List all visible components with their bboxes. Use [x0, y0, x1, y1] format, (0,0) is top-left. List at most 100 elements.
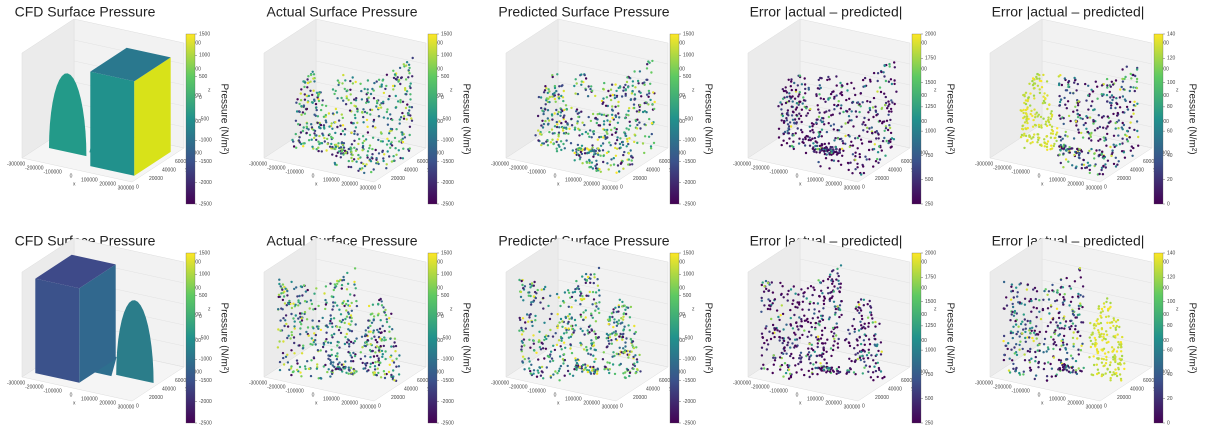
scatter-point — [582, 311, 584, 313]
scatter-point — [1108, 122, 1110, 124]
scatter-point — [587, 329, 589, 331]
scatter-point — [1029, 369, 1031, 371]
scatter-point — [535, 352, 537, 354]
scatter-point — [1097, 140, 1099, 142]
scatter-point — [880, 71, 882, 73]
colorbar-tick-label: -2000 — [683, 399, 696, 405]
scatter-point — [1106, 297, 1108, 299]
scatter-point — [817, 342, 819, 344]
scatter-point — [851, 110, 853, 112]
scatter-point — [389, 113, 391, 115]
scatter-point — [1070, 320, 1072, 322]
scatter-point — [1114, 107, 1116, 109]
scatter-point — [831, 159, 833, 161]
scatter-point — [562, 143, 564, 145]
scatter-point — [1072, 322, 1074, 324]
x-tick-label: 300000 — [118, 185, 135, 191]
scatter-point — [787, 290, 789, 292]
scatter-point — [1122, 111, 1124, 113]
scatter-point — [1018, 372, 1020, 374]
scatter-point — [577, 113, 579, 115]
scatter-point — [761, 300, 763, 302]
scatter-point — [313, 73, 315, 75]
scatter-point — [1051, 129, 1053, 131]
scatter-point — [1098, 173, 1100, 175]
scatter-point — [791, 303, 793, 305]
scatter-point — [555, 332, 557, 334]
x-tick-label: 0 — [796, 392, 799, 398]
scatter-point — [602, 161, 604, 163]
scatter-point — [860, 351, 862, 353]
scatter-point — [285, 314, 287, 316]
scatter-point — [1016, 295, 1018, 297]
scatter-point — [858, 103, 860, 105]
scatter-point — [353, 122, 355, 124]
scatter-point — [788, 132, 790, 134]
scatter-point — [335, 155, 337, 157]
scatter-point — [311, 337, 313, 339]
scatter-point — [789, 346, 791, 348]
x-tick-label: -200000 — [25, 165, 44, 171]
scatter-point — [350, 320, 352, 322]
scatter-point — [1099, 138, 1101, 140]
scatter-point — [1112, 113, 1114, 115]
scatter-point — [595, 305, 597, 307]
scatter-point — [405, 93, 407, 95]
scatter-point — [530, 364, 532, 366]
scatter-point — [292, 303, 294, 305]
scatter-point — [567, 370, 569, 372]
scatter-point — [354, 130, 356, 132]
scatter-point — [380, 106, 382, 108]
scatter-point — [829, 97, 831, 99]
scatter-point — [581, 162, 583, 164]
scatter-point — [569, 343, 571, 345]
colorbar-tick-label: 500 — [925, 396, 934, 402]
scatter-point — [1024, 331, 1026, 333]
scatter-point — [343, 142, 345, 144]
scatter-point — [342, 319, 344, 321]
scatter-point — [1103, 333, 1105, 335]
colorbar-tick-label: -500 — [683, 335, 693, 341]
scatter-point — [650, 147, 652, 149]
scatter-point — [365, 329, 367, 331]
scatter-point — [364, 333, 366, 335]
scatter-point — [851, 325, 853, 327]
scatter-point — [1089, 169, 1091, 171]
scatter-point — [862, 121, 864, 123]
scatter-point — [804, 83, 806, 85]
scatter-point — [1071, 367, 1073, 369]
y-tick-label: 0 — [1104, 184, 1107, 190]
scatter-point — [356, 122, 358, 124]
scatter-point — [1075, 369, 1077, 371]
scatter-point — [290, 374, 292, 376]
colorbar-tick-label: 0 — [1167, 420, 1170, 426]
scatter-point — [392, 88, 394, 90]
scatter-point — [856, 339, 858, 341]
z-axis-label: z — [208, 88, 211, 94]
scatter-point — [613, 331, 615, 333]
scatter-point — [570, 107, 572, 109]
scatter-point — [372, 304, 374, 306]
scatter-point — [629, 329, 631, 331]
scatter-point — [340, 146, 342, 148]
scatter-point — [875, 160, 877, 162]
scatter-point — [605, 105, 607, 107]
scatter-point — [350, 360, 352, 362]
scatter-point — [761, 284, 763, 286]
scatter-point — [316, 368, 318, 370]
scatter-point — [353, 140, 355, 142]
scatter-point — [870, 306, 872, 308]
scatter-point — [609, 362, 611, 364]
scatter-point — [780, 314, 782, 316]
scatter-point — [819, 165, 821, 167]
y-tick-label: 40000 — [646, 386, 660, 392]
colorbar-tick-label: 1250 — [925, 323, 936, 329]
scatter-point — [651, 103, 653, 105]
colorbar-tick-label: 1000 — [441, 53, 452, 59]
scatter-point — [819, 362, 821, 364]
scatter-point — [520, 296, 522, 298]
scatter-point — [822, 307, 824, 309]
scatter-point — [1122, 95, 1124, 97]
scatter-point — [586, 152, 588, 154]
scatter-point — [771, 281, 773, 283]
